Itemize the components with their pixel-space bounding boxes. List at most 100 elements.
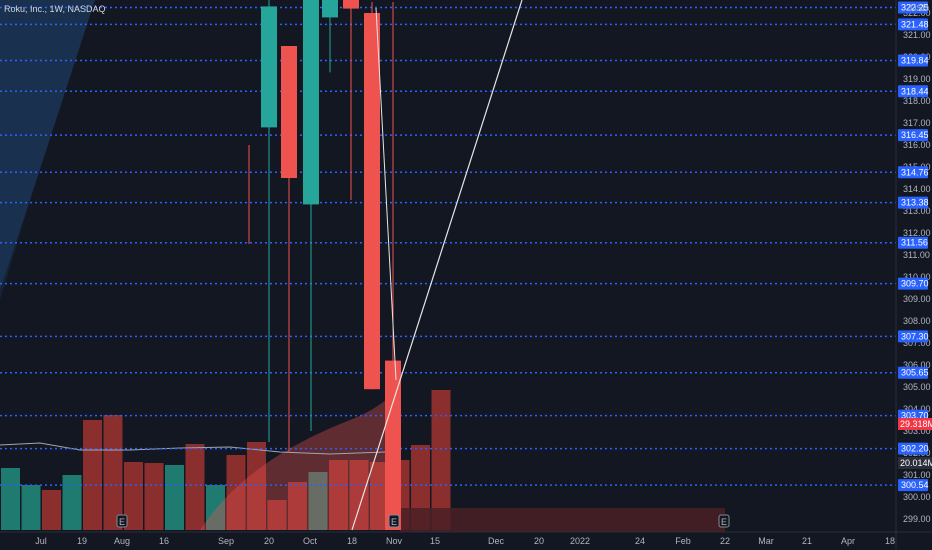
- earnings-marker-3[interactable]: E: [718, 514, 730, 528]
- volume-bar-14: [288, 482, 307, 530]
- level-label-3: 318.44: [901, 86, 929, 96]
- earnings-label-3: E: [721, 517, 727, 527]
- earnings-label-2: E: [391, 517, 397, 527]
- earnings-marker-1[interactable]: E: [116, 514, 128, 528]
- price-tick-16: 306.00: [903, 360, 931, 370]
- price-tick-10: 312.00: [903, 228, 931, 238]
- level-label-4: 316.45: [901, 130, 929, 140]
- time-tick-11: 20: [534, 536, 544, 546]
- level-label-9: 307.30: [901, 331, 929, 341]
- volume-bar-4: [83, 420, 102, 530]
- time-tick-14: Feb: [675, 536, 691, 546]
- volume-layer: [1, 390, 451, 530]
- time-tick-10: Dec: [488, 536, 505, 546]
- price-tick-21: 301.00: [903, 470, 931, 480]
- level-label-2: 319.84: [901, 56, 929, 66]
- candle-body-2[interactable]: [303, 0, 319, 205]
- level-label-bg-6: [898, 196, 928, 209]
- time-tick-6: Oct: [303, 536, 318, 546]
- volume-marker-label: 29.318M: [900, 419, 932, 429]
- level-label-bg-12: [898, 442, 928, 455]
- volume-bar-10: [206, 485, 225, 530]
- time-tick-13: 24: [635, 536, 645, 546]
- price-tick-14: 308.00: [903, 316, 931, 326]
- level-label-bg-7: [898, 236, 928, 249]
- price-tick-3: 319.00: [903, 74, 931, 84]
- level-label-0: 322.25: [901, 3, 929, 13]
- volume-bar-18: [370, 462, 389, 530]
- candle-body-3[interactable]: [322, 0, 338, 18]
- level-label-bg-10: [898, 366, 928, 379]
- level-label-bg-1: [898, 18, 928, 31]
- shaded-area: [200, 395, 392, 530]
- volume-bar-21: [431, 390, 451, 530]
- price-tick-15: 307.00: [903, 338, 931, 348]
- price-tick-12: 310.00: [903, 272, 931, 282]
- volume-bar-3: [62, 475, 82, 530]
- chart-title: Roku, Inc., 1W, NASDAQ: [4, 4, 106, 14]
- level-label-5: 314.76: [901, 167, 929, 177]
- time-tick-2: Aug: [114, 536, 130, 546]
- candle-body-5[interactable]: [364, 13, 380, 390]
- time-tick-12: 2022: [570, 536, 590, 546]
- volume-bar-16: [329, 460, 348, 530]
- time-tick-8: Nov: [386, 536, 403, 546]
- volume-price-marker: 29.318M: [898, 418, 932, 430]
- time-tick-1: 19: [77, 536, 87, 546]
- time-tick-17: 21: [802, 536, 812, 546]
- level-label-bg-2: [898, 54, 928, 67]
- time-tick-5: 20: [264, 536, 274, 546]
- candle-body-4[interactable]: [343, 0, 359, 9]
- trend-line-rising[interactable]: [351, 0, 523, 531]
- candle-body-6[interactable]: [385, 360, 401, 530]
- time-tick-9: 15: [430, 536, 440, 546]
- volume-ma-marker: 20.014M: [898, 457, 932, 469]
- time-tick-4: Sep: [218, 536, 234, 546]
- price-tick-11: 311.00: [903, 250, 930, 260]
- levels-layer: [0, 6, 896, 486]
- candles-layer: [248, 0, 401, 530]
- earnings-marker-2[interactable]: E: [388, 514, 400, 528]
- volume-bar-1: [21, 485, 41, 530]
- volume-bar-5: [103, 415, 123, 530]
- price-tick-19: 303.00: [903, 426, 931, 436]
- price-ticks: 322.00321.00320.00319.00318.00317.00316.…: [898, 1, 931, 524]
- volume-bar-9: [185, 444, 205, 530]
- channel-drawing[interactable]: [0, 0, 95, 290]
- candle-body-0[interactable]: [261, 6, 277, 128]
- level-label-bg-8: [898, 277, 928, 290]
- price-tick-13: 309.00: [903, 294, 931, 304]
- price-tick-6: 316.00: [903, 140, 931, 150]
- level-label-6: 313.38: [901, 198, 929, 208]
- time-tick-16: Mar: [758, 536, 774, 546]
- volume-bar-15: [308, 472, 328, 530]
- volume-ma-marker-label: 20.014M: [900, 458, 932, 468]
- price-tick-23: 299.00: [903, 514, 931, 524]
- price-tick-4: 318.00: [903, 96, 931, 106]
- level-label-11: 303.70: [901, 411, 929, 421]
- price-tick-1: 321.00: [903, 30, 931, 40]
- volume-bar-11: [226, 455, 246, 530]
- currency-label: USD: [910, 3, 930, 13]
- time-axis[interactable]: Jul 19 Aug 16 Sep 20 Oct 18 Nov 15 Dec 20 2022 24 Feb 2…: [35, 536, 895, 546]
- volume-bar-17: [349, 460, 369, 530]
- price-tick-8: 314.00: [903, 184, 931, 194]
- volume-bar-12: [247, 442, 266, 530]
- price-tick-22: 300.00: [903, 492, 931, 502]
- candle-body-1[interactable]: [281, 46, 297, 178]
- level-label-bg-9: [898, 330, 928, 343]
- time-tick-0: Jul: [35, 536, 47, 546]
- time-tick-7: 18: [347, 536, 357, 546]
- volume-bar-8: [165, 465, 184, 530]
- channel-drawing-lower[interactable]: [0, 200, 30, 300]
- trend-line-steep[interactable]: [375, 7, 397, 381]
- level-label-bg-0: [898, 1, 928, 14]
- level-label-bg-5: [898, 166, 928, 179]
- level-label-bg-3: [898, 85, 928, 98]
- time-tick-3: 16: [159, 536, 169, 546]
- level-label-12: 302.20: [901, 444, 929, 454]
- level-label-1: 321.48: [901, 19, 929, 29]
- volume-bar-0: [1, 468, 20, 530]
- volume-bar-13: [267, 500, 287, 530]
